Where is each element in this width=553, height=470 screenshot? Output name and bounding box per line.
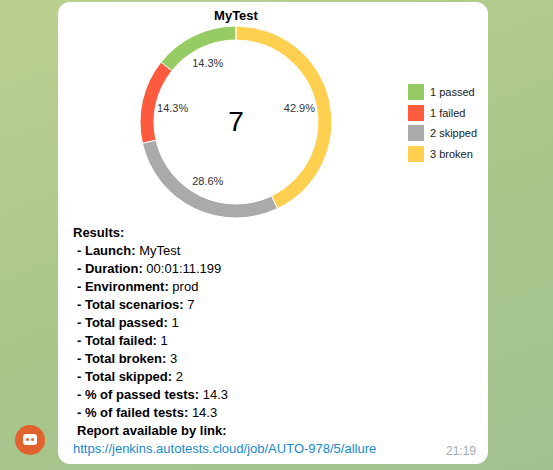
svg-text:28.6%: 28.6%	[192, 175, 223, 187]
html-text:- Environment: prod: - Environment: prod	[77, 279, 199, 294]
html-text:- % of passed tests: 14.3: - % of passed tests: 14.3	[77, 387, 228, 402]
svg-text:42.9%: 42.9%	[284, 102, 315, 114]
html-text:Results:: Results:	[73, 225, 125, 240]
html-text:- % of failed tests: 14.3: - % of failed tests: 14.3	[77, 405, 218, 420]
html-text:Report available by link:: Report available by link:	[77, 423, 227, 438]
html-text:- Duration: 00:01:11.199: - Duration: 00:01:11.199	[77, 261, 222, 276]
svg-text:14.3%: 14.3%	[157, 102, 188, 114]
html-text:1 passed: 1 passed	[430, 86, 475, 99]
svg-text:14.3%: 14.3%	[192, 57, 223, 69]
html-text:- Total failed: 1: - Total failed: 1	[77, 333, 168, 348]
html-text:https://jenkins.autotests.clou: https://jenkins.autotests.cloud/job/AUTO…	[73, 441, 377, 456]
html-text:3 broken: 3 broken	[430, 147, 473, 160]
html-text:1 failed: 1 failed	[430, 106, 466, 119]
html-text:- Total passed: 1: - Total passed: 1	[77, 315, 179, 330]
html-text:- Total scenarios: 7: - Total scenarios: 7	[77, 297, 195, 312]
html-text:- Launch: MyTest: - Launch: MyTest	[77, 243, 181, 258]
html-text:MyTest: MyTest	[214, 8, 258, 23]
html-text:- Total broken: 3: - Total broken: 3	[77, 351, 178, 366]
html-text:21:19: 21:19	[446, 444, 476, 458]
html-text:7: 7	[228, 106, 244, 137]
html-text:- Total skipped: 2: - Total skipped: 2	[77, 369, 183, 384]
html-text:2 skipped: 2 skipped	[430, 127, 478, 140]
